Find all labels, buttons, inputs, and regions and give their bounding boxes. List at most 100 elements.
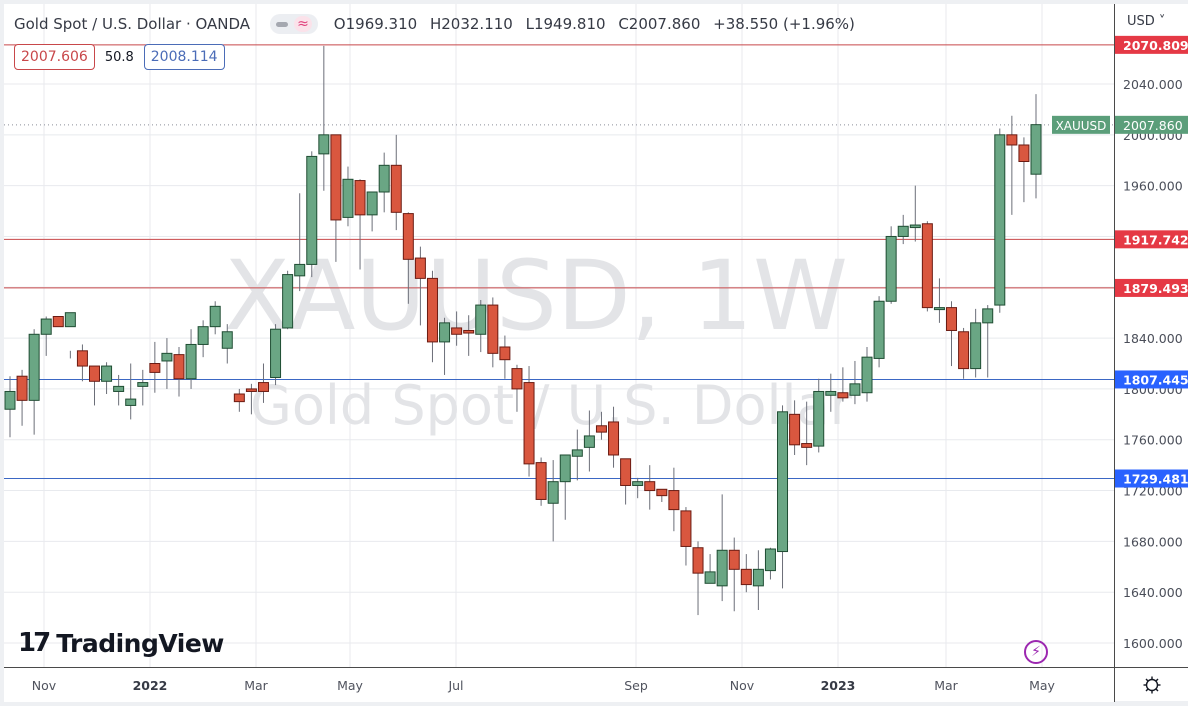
candle[interactable] [1006,115,1018,215]
candle[interactable] [837,367,849,402]
candle[interactable] [933,278,945,323]
candle[interactable] [221,324,233,364]
candle[interactable] [909,185,921,242]
candle[interactable] [535,457,547,506]
candle[interactable] [16,369,28,426]
candle[interactable] [958,327,970,379]
candle[interactable] [620,458,632,505]
symbol-title[interactable]: Gold Spot / U.S. Dollar · OANDA [14,15,251,33]
candle[interactable] [233,388,245,412]
candle[interactable] [426,270,438,363]
candle[interactable] [764,547,776,580]
buy-button[interactable]: 2008.114 [143,44,225,70]
candle[interactable] [137,369,149,406]
candle[interactable] [970,308,982,378]
tradingview-logo[interactable]: 17 TradingView [18,628,224,658]
candle[interactable] [861,346,873,402]
candle[interactable] [1030,94,1042,199]
candle[interactable] [921,221,933,312]
candle[interactable] [704,554,716,584]
candle[interactable] [789,400,801,455]
candle[interactable] [885,226,897,304]
candle[interactable] [523,366,535,477]
candle[interactable] [282,270,294,330]
candle[interactable] [390,134,402,231]
candle[interactable] [547,460,559,542]
candle[interactable] [197,320,209,358]
candle[interactable] [994,128,1006,313]
candle[interactable] [1018,137,1030,203]
candle[interactable] [245,383,257,415]
candle[interactable] [366,191,378,232]
candle[interactable] [402,212,414,304]
candle[interactable] [946,301,958,367]
candle[interactable] [185,329,197,389]
candle[interactable] [294,193,306,292]
candle[interactable] [463,315,475,356]
candle[interactable] [318,45,330,191]
candle[interactable] [173,346,185,397]
candle[interactable] [595,411,607,440]
candle[interactable] [849,360,861,405]
candle[interactable] [740,554,752,593]
collapse-icon[interactable] [276,21,289,27]
candle[interactable] [511,364,523,412]
currency-selector[interactable]: USD ˅ [1127,14,1166,29]
indicator-toggle[interactable]: ≈ [270,14,318,34]
candle[interactable] [354,179,366,270]
candle[interactable] [414,246,426,326]
candle[interactable] [632,477,644,499]
candle[interactable] [487,297,499,368]
candlestick-chart[interactable]: XAUUSD, 1W Gold Spot / U.S. Dollar XAUUSD [4,4,1114,667]
price-axis[interactable]: 1600.000 1640.000 1680.000 1720.000 1760.000… [1114,4,1188,667]
candle[interactable] [64,312,76,359]
candle[interactable] [873,296,885,368]
candle[interactable] [825,373,837,412]
time-axis[interactable]: Nov 2022 Mar May Jul Sep Nov 2023 Mar May [4,667,1114,702]
chart-plot-area[interactable]: XAUUSD, 1W Gold Spot / U.S. Dollar XAUUSD … [4,4,1114,667]
candle[interactable] [801,401,813,466]
candle[interactable] [113,374,125,406]
candle[interactable] [728,537,740,612]
candle[interactable] [752,550,764,610]
candle[interactable] [76,344,88,382]
candle[interactable] [342,166,354,227]
candle[interactable] [439,317,451,375]
candle[interactable] [149,341,161,393]
approx-icon[interactable]: ≈ [294,16,312,32]
candle[interactable] [88,365,100,406]
candle[interactable] [668,467,680,532]
candle[interactable] [813,378,825,453]
candle[interactable] [571,429,583,481]
candle[interactable] [583,410,595,472]
candle[interactable] [125,363,137,420]
lightning-icon[interactable]: ⚡ [1024,640,1048,664]
candle[interactable] [692,541,704,616]
candle[interactable] [656,488,668,502]
candle[interactable] [257,363,269,403]
sell-button[interactable]: 2007.606 [14,44,95,70]
candle[interactable] [4,376,16,438]
candle[interactable] [897,214,909,245]
candle[interactable] [306,151,318,278]
candle[interactable] [499,335,511,379]
candle[interactable] [378,152,390,213]
candle[interactable] [559,454,571,520]
candle[interactable] [28,329,40,435]
candle[interactable] [777,405,789,589]
candle[interactable] [644,465,656,510]
candle[interactable] [270,324,282,386]
candle[interactable] [475,299,487,353]
candle[interactable] [40,316,52,356]
candle[interactable] [680,507,692,566]
gear-icon[interactable] [1142,675,1162,695]
candle[interactable] [209,301,221,335]
candle[interactable] [330,134,342,262]
candle[interactable] [982,305,994,378]
candle[interactable] [716,494,728,602]
candle[interactable] [52,316,64,328]
chart-settings-button[interactable] [1114,667,1188,702]
candle[interactable] [608,406,620,468]
candle[interactable] [451,311,463,346]
candle[interactable] [161,338,173,389]
